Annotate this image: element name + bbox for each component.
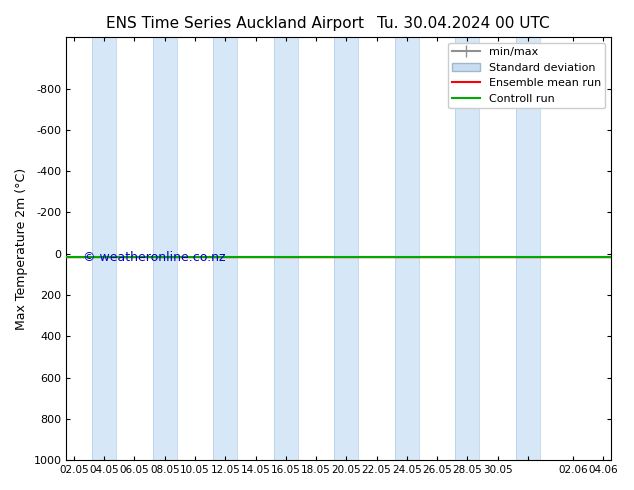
Legend: min/max, Standard deviation, Ensemble mean run, Controll run: min/max, Standard deviation, Ensemble me… xyxy=(448,43,605,108)
Bar xyxy=(334,37,358,460)
Bar xyxy=(92,37,116,460)
Bar xyxy=(455,37,479,460)
Text: © weatheronline.co.nz: © weatheronline.co.nz xyxy=(83,251,225,264)
Y-axis label: Max Temperature 2m (°C): Max Temperature 2m (°C) xyxy=(15,168,28,330)
Bar xyxy=(515,37,540,460)
Bar xyxy=(274,37,298,460)
Bar xyxy=(395,37,419,460)
Text: ENS Time Series Auckland Airport: ENS Time Series Auckland Airport xyxy=(106,16,363,31)
Bar xyxy=(153,37,177,460)
Text: Tu. 30.04.2024 00 UTC: Tu. 30.04.2024 00 UTC xyxy=(377,16,549,31)
Bar xyxy=(213,37,237,460)
